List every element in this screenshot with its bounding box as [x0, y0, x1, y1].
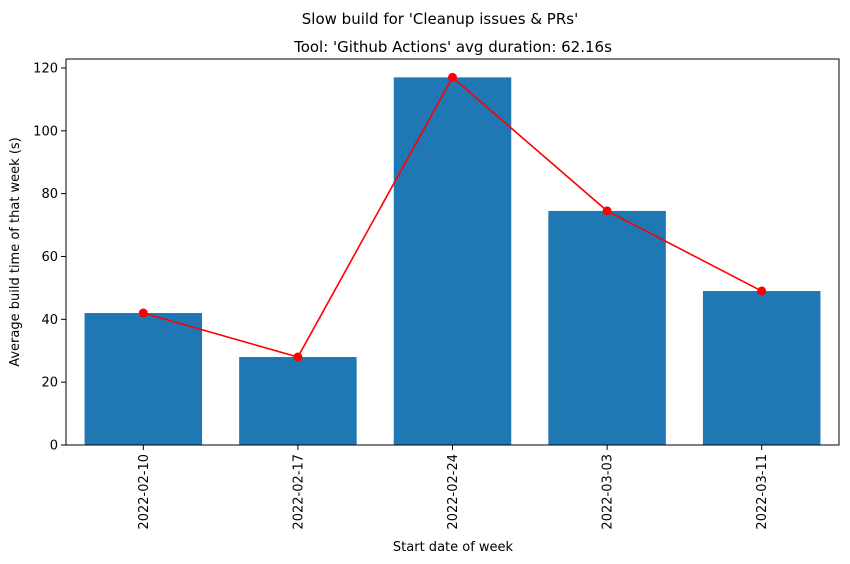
x-tick-label: 2022-02-10	[137, 454, 152, 530]
y-tick-label: 120	[33, 61, 58, 76]
y-tick-label: 60	[41, 250, 58, 265]
x-tick-label: 2022-03-11	[755, 454, 770, 530]
line-point-2022-02-17	[293, 352, 303, 362]
y-tick-label: 80	[41, 187, 58, 202]
plot-frame	[65, 58, 840, 446]
bar-2022-02-10	[84, 313, 203, 445]
y-axis-label: Average build time of that week (s)	[8, 137, 23, 367]
y-tick-label: 40	[41, 313, 58, 328]
overlay-line-layer	[138, 72, 767, 362]
x-tick-label: 2022-02-24	[446, 454, 461, 530]
bar-2022-03-03	[548, 210, 666, 445]
bar-2022-02-24	[393, 77, 512, 445]
line-point-2022-03-03	[602, 206, 612, 216]
bars-layer	[84, 77, 821, 445]
bar-2022-02-17	[239, 357, 357, 445]
chart-suptitle: Slow build for 'Cleanup issues & PRs'	[302, 10, 578, 28]
bar-2022-03-11	[702, 291, 821, 445]
y-tick-label: 100	[33, 124, 58, 139]
chart-title: Tool: 'Github Actions' avg duration: 62.…	[293, 38, 612, 56]
x-axis-label: Start date of week	[393, 540, 514, 555]
x-axis-ticks: 2022-02-10 2022-02-17 2022-02-24 2022-03-03…	[137, 445, 770, 530]
y-axis-ticks: 0 20 40 60 80 100 120	[33, 61, 66, 454]
line-point-2022-03-11	[757, 286, 767, 296]
line-point-2022-02-10	[138, 308, 148, 318]
line-point-2022-02-24	[448, 72, 457, 82]
y-tick-label: 0	[50, 439, 58, 454]
y-tick-label: 20	[41, 376, 58, 391]
x-tick-label: 2022-02-17	[291, 454, 306, 530]
x-tick-label: 2022-03-03	[601, 454, 616, 530]
